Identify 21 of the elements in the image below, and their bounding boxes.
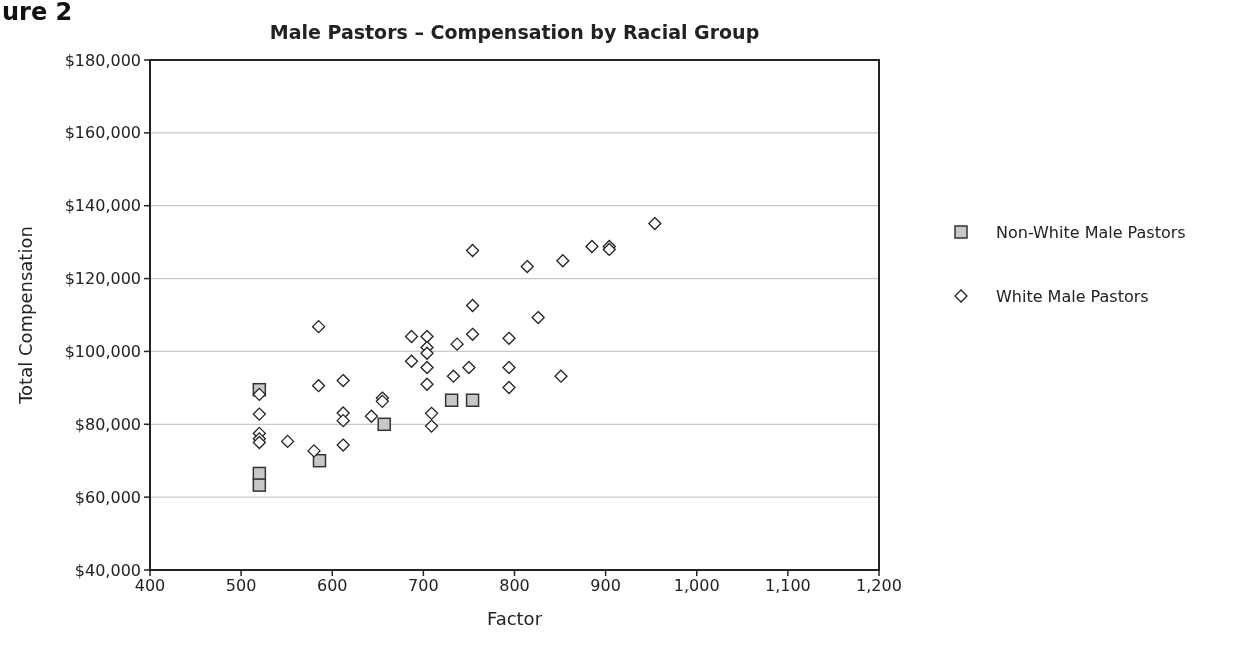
x-axis-title: Factor: [486, 608, 543, 629]
x-tick-label: 1,100: [764, 576, 811, 595]
x-tick-label: 1,000: [673, 576, 720, 595]
legend-label: Non-White Male Pastors: [996, 222, 1186, 242]
legend-label: White Male Pastors: [996, 286, 1149, 306]
y-tick-label: $140,000: [64, 196, 141, 216]
x-tick-label: 900: [590, 576, 621, 595]
y-tick-label: $100,000: [64, 342, 141, 362]
x-tick-label: 500: [225, 576, 257, 595]
x-tick-label: 1,200: [856, 576, 902, 595]
chart-title: Male Pastors – Compensation by Racial Group: [269, 21, 760, 43]
text: ure 2: [2, 0, 73, 26]
x-tick-label: 700: [408, 576, 439, 595]
x-tick-label: 800: [499, 576, 530, 595]
x-tick-label: 600: [316, 576, 348, 595]
y-tick-label: $160,000: [64, 123, 141, 143]
y-tick-label: $180,000: [64, 50, 141, 70]
y-axis-title: Total Compensation: [15, 226, 36, 405]
y-tick-label: $60,000: [74, 487, 141, 507]
y-tick-label: $120,000: [64, 269, 141, 289]
y-tick-label: $80,000: [74, 414, 141, 434]
